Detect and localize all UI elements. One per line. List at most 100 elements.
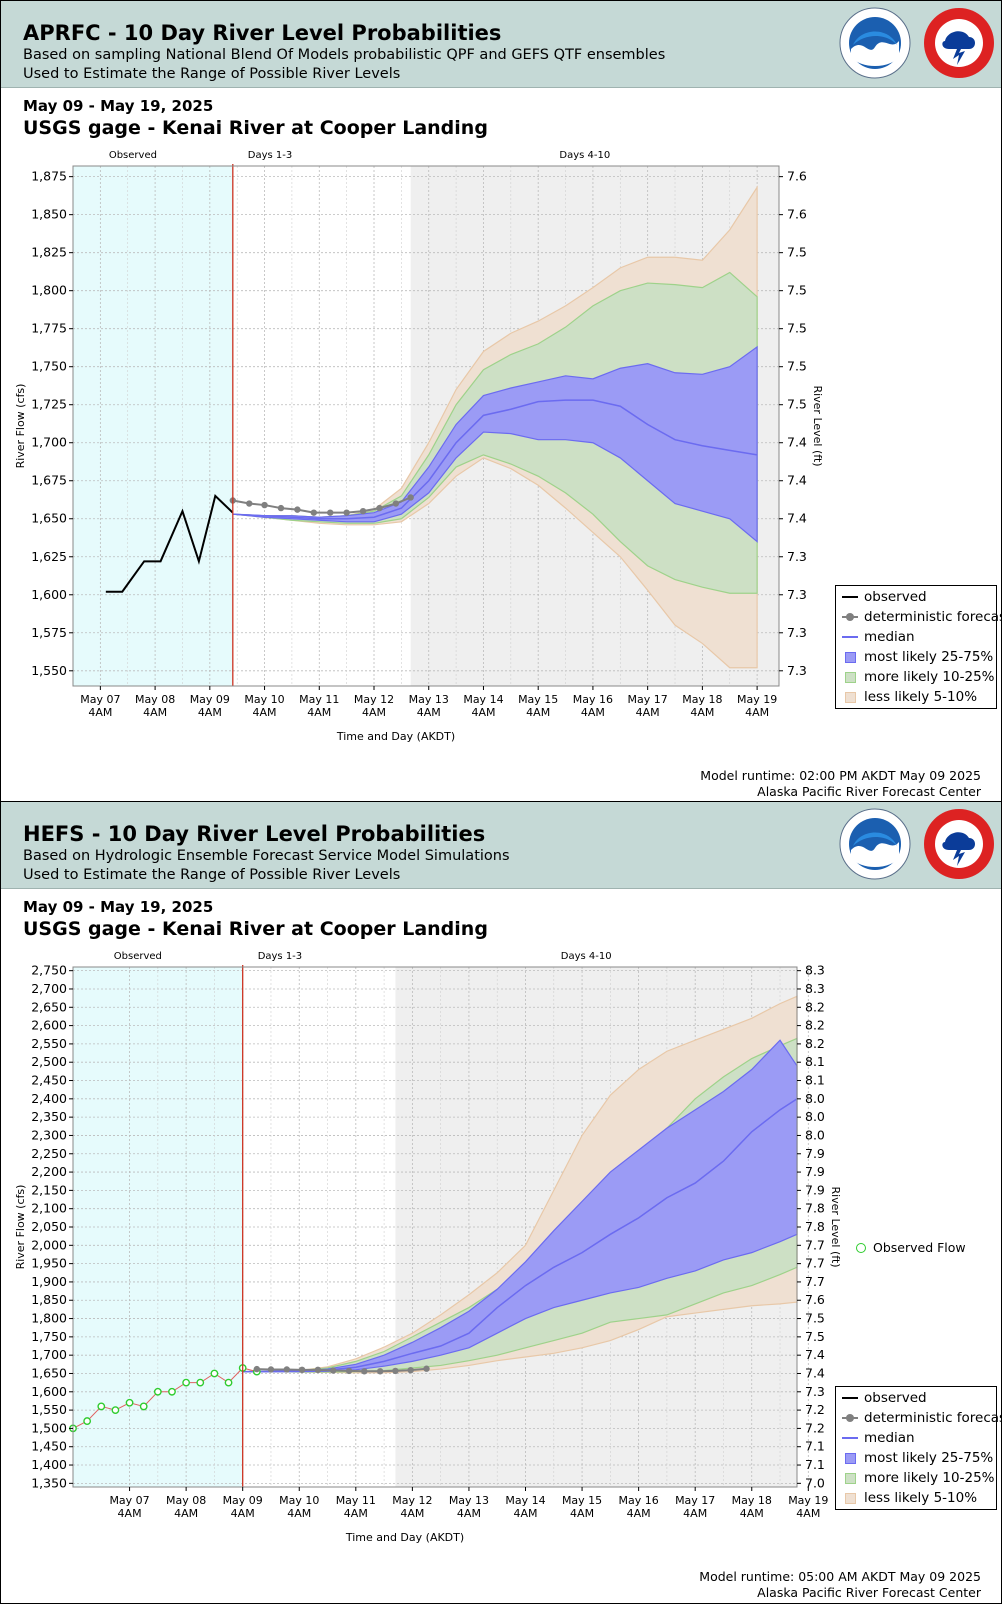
deterministic-point — [359, 507, 367, 515]
panel-subtitle-2: Used to Estimate the Range of Possible R… — [23, 867, 401, 883]
x-tick-label-hour: 4AM — [740, 1507, 764, 1520]
median-line — [242, 1098, 798, 1373]
x-tick-label-day: May 17 — [628, 693, 668, 706]
legend-band-25-75: most likely 25-75% — [842, 1448, 993, 1468]
y-tick-label: 1,950 — [31, 1256, 67, 1271]
river-probability-chart: Observed Days 1-3 Days 4-10 1,550 7.3 1,575 7.… — [14, 150, 824, 743]
y2-tick-label: 7.3 — [805, 1384, 825, 1399]
y-tick-label: 1,550 — [31, 1402, 67, 1417]
legend-observed: observed — [842, 1388, 927, 1408]
y2-tick-label: 7.8 — [805, 1219, 825, 1234]
y-tick-label: 2,250 — [31, 1146, 67, 1161]
x-tick-label-day: May 08 — [166, 1494, 206, 1507]
y2-tick-label: 8.2 — [805, 1036, 825, 1051]
deterministic-point — [283, 1366, 291, 1373]
y2-tick-label: 7.1 — [805, 1439, 825, 1454]
x-tick-label-day: May 13 — [449, 1494, 489, 1507]
deterministic-point — [345, 1367, 353, 1375]
y2-tick-label: 8.2 — [805, 999, 825, 1014]
x-tick-label-hour: 4AM — [231, 1507, 255, 1520]
y-tick-label: 2,150 — [31, 1182, 67, 1197]
y-tick-label: 2,000 — [31, 1237, 67, 1252]
date-range: May 09 - May 19, 2025 — [23, 898, 214, 916]
deterministic-point — [376, 504, 383, 512]
x-tick-label-day: May 07 — [109, 1494, 149, 1507]
panel-title: APRFC - 10 Day River Level Probabilities — [23, 21, 502, 45]
x-tick-label-day: May 18 — [732, 1494, 772, 1507]
x-tick-label-hour: 4AM — [344, 1507, 368, 1520]
y2-tick-label: 7.5 — [787, 359, 807, 374]
y2-tick-label: 8.1 — [805, 1054, 825, 1069]
y-tick-label: 1,750 — [31, 1329, 67, 1344]
x-axis-label: Time and Day (AKDT) — [345, 1531, 464, 1544]
observed-flow-point — [168, 1387, 176, 1396]
x-tick-label-day: May 10 — [279, 1494, 319, 1507]
region-label-observed: Observed — [114, 951, 162, 962]
deterministic-point — [343, 509, 350, 516]
y2-tick-label: 7.4 — [787, 473, 807, 488]
nws-logo-icon — [924, 809, 994, 879]
y2-tick-label: 7.9 — [805, 1164, 825, 1179]
x-tick-label-hour: 4AM — [400, 1507, 424, 1520]
y-tick-label: 2,100 — [31, 1201, 67, 1216]
observed-flow-point — [182, 1378, 191, 1387]
y-tick-label: 2,450 — [31, 1073, 67, 1088]
y2-tick-label: 8.2 — [805, 1018, 825, 1033]
date-range: May 09 - May 19, 2025 — [23, 97, 214, 115]
y2-tick-label: 7.3 — [787, 549, 807, 564]
x-tick-label-day: May 19 — [788, 1494, 828, 1507]
x-tick-label-hour: 4AM — [143, 706, 167, 719]
y-tick-label: 1,775 — [31, 321, 67, 336]
y2-tick-label: 7.2 — [805, 1420, 825, 1435]
y2-tick-label: 7.2 — [805, 1402, 825, 1417]
x-tick-label-day: May 10 — [244, 693, 284, 706]
x-tick-label-day: May 13 — [409, 693, 449, 706]
x-tick-label-day: May 07 — [80, 693, 120, 706]
deterministic-point — [407, 1366, 414, 1374]
y2-tick-label: 7.9 — [805, 1146, 825, 1161]
y2-tick-label: 7.4 — [805, 1365, 825, 1380]
legend-deterministic: deterministic forecast — [842, 607, 1001, 627]
observed-flow-point — [153, 1387, 162, 1396]
y-tick-label: 2,600 — [31, 1018, 67, 1033]
y2-tick-label: 7.4 — [787, 435, 807, 450]
y-tick-label: 1,450 — [31, 1439, 67, 1454]
x-tick-label-day: May 14 — [463, 693, 503, 706]
y-axis-label: River Flow (cfs) — [14, 384, 27, 469]
observed-flow-point — [224, 1378, 233, 1387]
observed-flow-point — [210, 1369, 219, 1378]
legend-band-5-10: less likely 5-10% — [842, 687, 977, 707]
y-tick-label: 1,800 — [31, 1311, 67, 1326]
x-tick-label-hour: 4AM — [118, 1507, 142, 1520]
x-tick-label-day: May 18 — [682, 693, 722, 706]
legend-band-25-75: most likely 25-75% — [842, 647, 993, 667]
observed-flow-point — [125, 1398, 134, 1407]
legend-band-10-25: more likely 10-25% — [842, 667, 995, 687]
forecast-center: Alaska Pacific River Forecast Center — [757, 1585, 981, 1600]
deterministic-point — [329, 1367, 337, 1374]
y-tick-label: 2,350 — [31, 1109, 67, 1124]
y-tick-label: 1,750 — [31, 359, 67, 374]
x-tick-label-day: May 19 — [737, 693, 777, 706]
y2-tick-label: 7.8 — [805, 1201, 825, 1216]
y-tick-label: 2,300 — [31, 1127, 67, 1142]
y2-tick-label: 7.7 — [805, 1256, 825, 1271]
y-tick-label: 1,650 — [31, 1365, 67, 1380]
deterministic-point — [376, 1368, 384, 1375]
x-axis-label: Time and Day (AKDT) — [336, 730, 455, 743]
gage-name: USGS gage - Kenai River at Cooper Landin… — [23, 117, 488, 139]
y2-tick-label: 7.5 — [787, 283, 807, 298]
deterministic-point — [423, 1365, 430, 1372]
x-tick-label-day: May 11 — [336, 1494, 376, 1507]
x-tick-label-day: May 09 — [223, 1494, 263, 1507]
deterministic-point — [294, 506, 301, 513]
y2-tick-label: 7.7 — [805, 1274, 825, 1289]
y2-tick-label: 7.6 — [787, 207, 807, 222]
y2-tick-label: 8.3 — [805, 963, 825, 978]
y2-tick-label: 7.5 — [787, 397, 807, 412]
y-tick-label: 2,650 — [31, 999, 67, 1014]
y2-tick-label: 7.6 — [805, 1292, 825, 1307]
y2-tick-label: 7.7 — [805, 1237, 825, 1252]
x-tick-label-day: May 15 — [562, 1494, 602, 1507]
deterministic-point — [298, 1366, 306, 1374]
